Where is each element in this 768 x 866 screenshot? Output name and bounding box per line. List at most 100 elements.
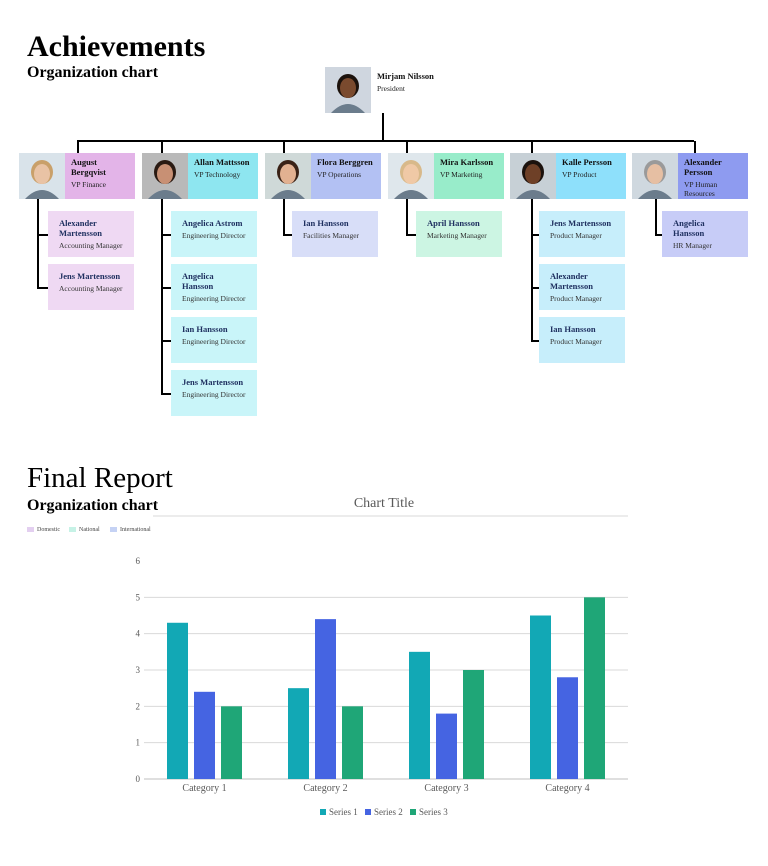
avatar <box>265 153 311 199</box>
connector-line <box>161 234 171 236</box>
page-title: Achievements <box>27 30 206 63</box>
card-info: Mira Karlsson VP Marketing <box>434 153 504 199</box>
y-tick-label: 2 <box>136 701 141 711</box>
bar <box>221 706 242 779</box>
org-card-vp[interactable]: Mira Karlsson VP Marketing <box>388 153 504 199</box>
legend-label: Series 1 <box>329 807 358 817</box>
org-card-report[interactable]: Ian Hansson Product Manager <box>539 317 625 363</box>
connector-line <box>406 199 408 235</box>
person-role: VP Human Resources <box>684 179 718 198</box>
person-role: VP Operations <box>317 169 362 179</box>
person-name: Allan Mattsson <box>194 157 250 167</box>
connector-line <box>531 199 533 341</box>
legend-label: Series 3 <box>419 807 448 817</box>
chart-title: Chart Title <box>354 496 414 511</box>
org-card-report[interactable]: Jens Martensson Engineering Director <box>171 370 257 416</box>
report-section-subtitle: Organization chart <box>27 497 159 514</box>
connector-line <box>161 287 171 289</box>
connector-line <box>283 234 292 236</box>
person-name: Angelica Astrom <box>182 218 243 228</box>
connector-line <box>77 140 694 142</box>
org-card-report[interactable]: Alexander Martensson Accounting Manager <box>48 211 134 257</box>
person-name: April Hansson <box>427 218 480 228</box>
org-card-report[interactable]: Jens Martensson Accounting Manager <box>48 264 134 310</box>
org-card-report[interactable]: Angelica Hansson Engineering Director <box>171 264 257 310</box>
bar <box>530 615 551 779</box>
org-card-vp[interactable]: Kalle Persson VP Product <box>510 153 626 199</box>
y-tick-label: 0 <box>136 774 141 784</box>
bar <box>463 670 484 779</box>
person-name: Mira Karlsson <box>440 157 494 167</box>
org-card-report[interactable]: Jens Martensson Product Manager <box>539 211 625 257</box>
y-tick-label: 5 <box>136 592 141 602</box>
org-card-vp[interactable]: August Bergqvist VP Finance <box>19 153 135 199</box>
y-tick-label: 3 <box>136 665 141 675</box>
org-card-report[interactable]: Ian Hansson Engineering Director <box>171 317 257 363</box>
y-tick-label: 6 <box>136 556 141 566</box>
card-info: Kalle Persson VP Product <box>556 153 626 199</box>
person-role: Accounting Manager <box>59 283 123 293</box>
avatar <box>632 153 678 199</box>
legend-swatch <box>365 809 371 815</box>
card-info: Allan Mattsson VP Technology <box>188 153 258 199</box>
person-role: Engineering Director <box>182 293 246 303</box>
connector-line <box>37 287 48 289</box>
connector-line <box>283 141 285 153</box>
legend-label: International <box>120 527 151 533</box>
person-name: Jens Martensson <box>182 377 244 387</box>
person-role: Engineering Director <box>182 336 246 346</box>
legend-national: National <box>69 526 100 534</box>
person-role: VP Technology <box>194 169 241 179</box>
person-role: Accounting Manager <box>59 240 123 250</box>
person-role: Engineering Director <box>182 389 246 399</box>
org-card-vp[interactable]: Allan Mattsson VP Technology <box>142 153 258 199</box>
person-name: Angelica Hansson <box>673 218 705 238</box>
bar <box>584 597 605 779</box>
report-section-title: Final Report <box>27 462 173 494</box>
org-card-report[interactable]: Angelica Hansson HR Manager <box>662 211 748 257</box>
person-name: Ian Hansson <box>182 324 228 334</box>
connector-line <box>37 234 48 236</box>
card-info: August Bergqvist VP Finance <box>65 153 135 199</box>
person-name: Mirjam Nilsson <box>377 71 434 81</box>
person-name: Ian Hansson <box>550 324 596 334</box>
connector-line <box>694 141 696 153</box>
legend-swatch <box>27 527 34 533</box>
person-role: Marketing Manager <box>427 230 487 240</box>
connector-line <box>531 234 539 236</box>
org-card-report[interactable]: Alexander Martensson Product Manager <box>539 264 625 310</box>
connector-line <box>531 340 539 342</box>
bar <box>436 713 457 779</box>
connector-line <box>161 340 171 342</box>
connector-line <box>531 287 539 289</box>
org-card-report[interactable]: April Hansson Marketing Manager <box>416 211 502 257</box>
person-name: Alexander Martensson <box>550 271 593 291</box>
section-subtitle: Organization chart <box>27 64 159 81</box>
connector-line <box>161 141 163 153</box>
person-name: Angelica Hansson <box>182 271 214 291</box>
x-tick-label: Category 1 <box>182 783 226 794</box>
org-card-president[interactable]: Mirjam Nilsson President <box>325 67 441 113</box>
bar <box>409 651 430 779</box>
person-name: Jens Martensson <box>59 271 121 281</box>
bar-chart: Chart Title 0 1 2 3 4 5 6 Category 1 Category 2 Ca… <box>136 496 628 817</box>
connector-line <box>382 113 384 141</box>
person-role: VP Product <box>562 169 597 179</box>
y-tick-label: 1 <box>136 738 141 748</box>
org-card-vp[interactable]: Flora Berggren VP Operations <box>265 153 381 199</box>
person-role: VP Finance <box>71 179 106 189</box>
legend-international: International <box>110 526 151 534</box>
avatar <box>19 153 65 199</box>
person-role: Product Manager <box>550 336 602 346</box>
org-card-vp[interactable]: Alexander Persson VP Human Resources <box>632 153 748 199</box>
org-card-report[interactable]: Angelica Astrom Engineering Director <box>171 211 257 257</box>
legend-label: Series 2 <box>374 807 403 817</box>
legend-swatch <box>320 809 326 815</box>
person-name: Ian Hansson <box>303 218 349 228</box>
person-name: Kalle Persson <box>562 157 612 167</box>
org-card-report[interactable]: Ian Hansson Facilities Manager <box>292 211 378 257</box>
bar <box>557 677 578 779</box>
person-role: Product Manager <box>550 230 602 240</box>
connector-line <box>77 141 79 153</box>
y-tick-label: 4 <box>136 629 141 639</box>
